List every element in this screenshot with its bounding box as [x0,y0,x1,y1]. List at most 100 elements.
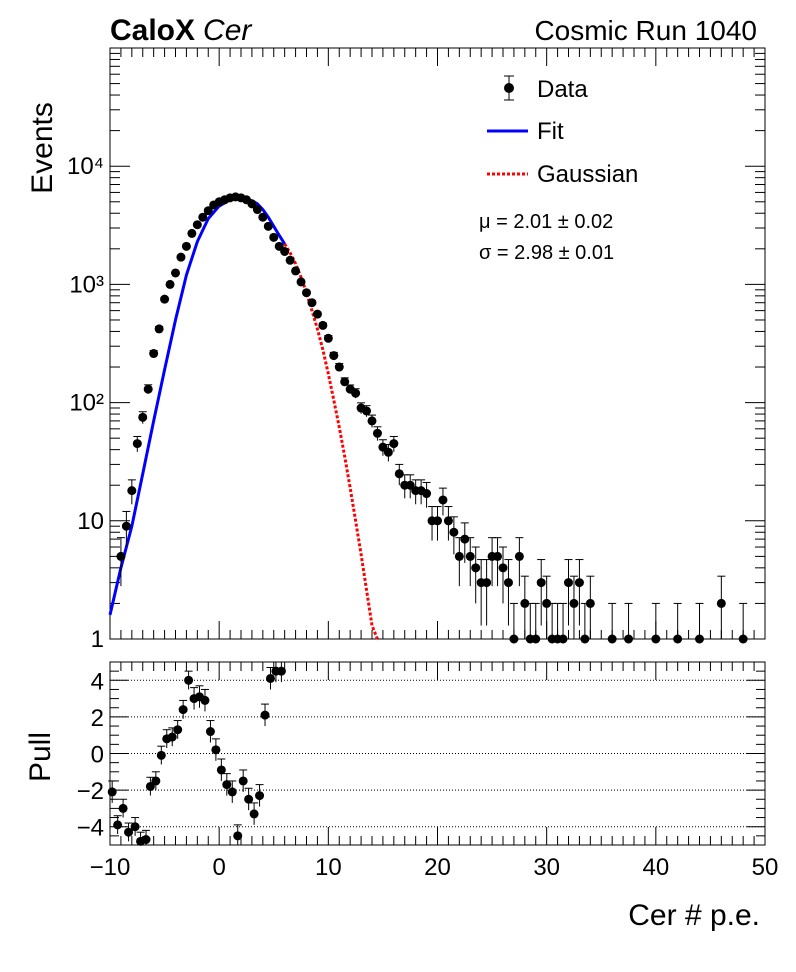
data-point [165,279,175,289]
data-point [482,578,492,588]
pull-point [227,787,237,797]
data-point [192,220,202,230]
data-point [585,598,595,608]
data-point [389,439,399,449]
data-point [438,495,448,505]
data-point [673,634,683,644]
pull-xtick-label: 30 [533,854,560,881]
data-point [394,469,404,479]
data-point [536,578,546,588]
top-ytick-label: 10³ [69,271,104,298]
pull-point [178,705,188,715]
top-ylabel: Events [26,102,59,194]
data-point [143,384,153,394]
data-point [329,351,339,361]
pull-xtick-label: 50 [752,854,779,881]
data-point [520,598,530,608]
pull-ytick-label: −2 [77,778,104,805]
pull-point [118,803,128,813]
pull-ytick-label: 4 [91,668,104,695]
legend-data-label: Data [537,76,588,103]
pull-point [173,725,183,735]
data-point [422,489,432,499]
pull-point [130,822,140,832]
data-point [187,228,197,238]
data-point [247,199,257,209]
data-point [454,551,464,561]
bottom-plot: −4 −2 0 2 4 −10 0 10 20 30 40 50 Pull Cer # p.e. [24,661,779,932]
pull-point [216,765,226,775]
legend: Data Fit Gaussian [487,75,638,188]
legend-fit-label: Fit [537,118,564,145]
xlabel: Cer # p.e. [628,899,760,932]
top-frame [109,47,766,640]
data-point [198,212,208,222]
pull-ytick-label: −4 [77,815,104,842]
top-ytick-label: 10 [77,508,104,535]
data-point [498,563,508,573]
pull-point [145,781,155,791]
data-point [542,598,552,608]
data-point [449,527,459,537]
pull-point [184,675,194,685]
pull-ylabel: Pull [24,732,57,782]
pull-point [238,776,248,786]
data-point [323,333,333,343]
pull-point [249,809,259,819]
data-point [258,212,268,222]
pull-point [151,776,161,786]
legend-gaussian-label: Gaussian [537,161,638,188]
pull-point [260,710,270,720]
pull-point [233,831,243,841]
brand-label: CaloX Cer [110,14,252,47]
data-point [558,634,568,644]
pull-ytick-label: 0 [91,742,104,769]
pull-point [255,791,265,801]
data-point [307,298,317,308]
top-plot: 1 10 10² 10³ 10⁴ Events [26,47,766,653]
pull-point [167,732,177,742]
data-point [471,563,481,573]
pull-point [200,695,210,705]
fit-sigma: σ = 2.98 ± 0.01 [479,242,614,264]
data-point [503,578,513,588]
pull-point [211,745,221,755]
data-point [405,480,415,490]
data-point [176,252,186,262]
data-point [362,406,372,416]
data-point [149,349,159,359]
legend-data-marker [504,83,514,93]
pull-xtick-label: 10 [315,854,342,881]
data-point [263,221,273,231]
top-ytick-label: 10⁴ [67,153,104,180]
data-point [291,266,301,276]
pull-xtick-label: −10 [90,854,131,881]
data-point [127,486,137,496]
data-point [460,534,470,544]
data-point [695,634,704,644]
gaussian-curve [283,243,379,640]
data-point [116,551,126,561]
data-point [302,288,311,298]
run-label: Cosmic Run 1040 [534,15,757,46]
data-point [372,428,382,438]
data-point [564,578,573,588]
pull-ytick-label: 2 [91,705,104,732]
fit-curve [108,196,286,616]
data-point [203,206,213,216]
data-point [296,277,306,287]
data-point [160,294,170,304]
pull-point [276,666,286,676]
data-point [531,634,541,644]
pull-point [141,835,151,845]
data-point [433,516,442,526]
data-point [171,268,180,278]
data-point [465,551,475,561]
data-point [607,634,617,644]
data-point [493,551,503,561]
brand-bold: CaloX [110,14,195,47]
data-point [312,309,322,319]
data-point [738,634,748,644]
data-point [651,634,661,644]
data-point [154,324,164,334]
